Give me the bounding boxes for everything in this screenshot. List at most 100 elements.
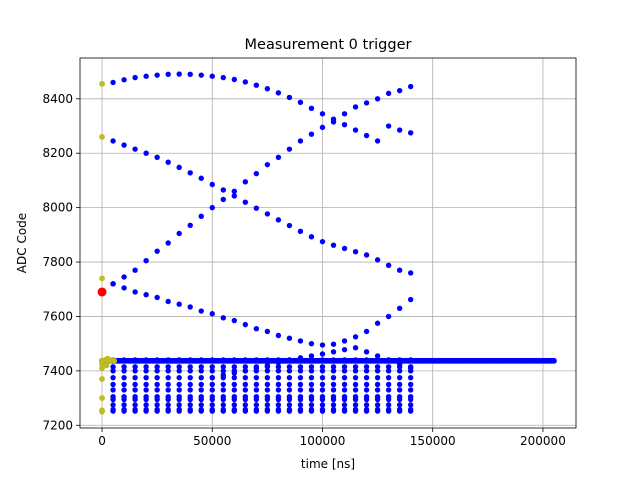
plot-frame (79, 57, 577, 429)
data-point (352, 249, 359, 255)
data-point (242, 179, 249, 185)
data-point (176, 408, 182, 414)
data-point (110, 364, 116, 370)
data-point (132, 396, 138, 403)
data-point (264, 161, 271, 168)
data-point (363, 349, 370, 355)
trigger-point (111, 357, 118, 364)
data-point (385, 396, 392, 403)
data-point (297, 99, 304, 106)
trigger-point (99, 275, 105, 282)
data-point (187, 374, 193, 381)
data-point (154, 368, 160, 374)
data-point (176, 396, 182, 403)
data-point (286, 368, 293, 374)
data-point (110, 396, 116, 403)
data-point (253, 374, 260, 381)
data-point (220, 74, 226, 81)
data-point (341, 368, 348, 374)
data-point (407, 270, 414, 276)
data-point (198, 396, 204, 403)
data-point (308, 353, 315, 359)
data-point (286, 357, 293, 363)
data-point (363, 364, 370, 370)
data-point (341, 408, 348, 414)
x-tick-label: 100000 (300, 434, 346, 448)
data-point (154, 408, 160, 414)
data-point (286, 387, 293, 393)
data-point (198, 175, 204, 181)
data-point (187, 387, 193, 393)
data-point (264, 374, 271, 381)
data-point (231, 396, 238, 403)
data-point (132, 364, 138, 370)
data-point (297, 368, 304, 374)
data-point (385, 374, 392, 381)
data-point (154, 364, 160, 370)
data-point (286, 222, 293, 229)
x-tick-label: 0 (98, 434, 106, 448)
data-point (297, 402, 304, 408)
data-point (396, 267, 403, 273)
y-tick-label: 7800 (42, 255, 73, 269)
data-point (396, 361, 403, 367)
data-point (341, 121, 348, 128)
data-point (231, 381, 238, 388)
data-point (308, 234, 315, 240)
data-point (275, 332, 282, 339)
data-point (176, 402, 182, 408)
data-point (154, 396, 160, 403)
data-point (132, 289, 138, 295)
data-point (176, 374, 182, 381)
data-point (121, 381, 127, 388)
data-point (297, 381, 304, 388)
data-point (209, 181, 215, 188)
data-point (396, 127, 403, 133)
data-point (275, 402, 282, 408)
data-point (242, 387, 249, 393)
data-point (385, 123, 392, 129)
data-point (297, 374, 304, 381)
data-point (396, 381, 403, 388)
data-point (253, 365, 260, 371)
data-point (143, 387, 149, 393)
data-point (242, 321, 249, 328)
data-point (187, 71, 193, 78)
data-point (253, 170, 260, 177)
data-point (143, 364, 149, 370)
data-point (121, 77, 127, 83)
data-point (308, 408, 315, 414)
data-point (198, 308, 204, 314)
data-point (330, 349, 337, 355)
data-point (396, 396, 403, 403)
data-point (165, 240, 171, 246)
data-point (154, 248, 160, 254)
data-point (209, 364, 215, 370)
data-point (286, 94, 293, 101)
data-point (264, 368, 271, 374)
trigger-point (103, 362, 110, 369)
data-point (319, 111, 326, 117)
data-point (374, 138, 381, 144)
trigger-point (99, 365, 105, 372)
data-point (363, 374, 370, 381)
data-point (374, 381, 381, 388)
data-point (352, 345, 359, 351)
data-point (319, 408, 326, 414)
y-tick-label: 7400 (42, 364, 73, 378)
data-point (231, 402, 238, 408)
data-point (165, 159, 171, 165)
data-point (176, 164, 182, 171)
data-point (374, 408, 381, 414)
data-point (319, 396, 326, 403)
x-axis-label: time [ns] (301, 457, 355, 471)
data-point (551, 357, 557, 364)
data-point (165, 396, 171, 403)
data-point (187, 364, 193, 370)
data-point (187, 381, 193, 388)
data-point (330, 368, 337, 374)
data-point (110, 138, 116, 144)
data-point (176, 230, 182, 237)
data-point (198, 408, 204, 414)
data-point (165, 368, 171, 374)
